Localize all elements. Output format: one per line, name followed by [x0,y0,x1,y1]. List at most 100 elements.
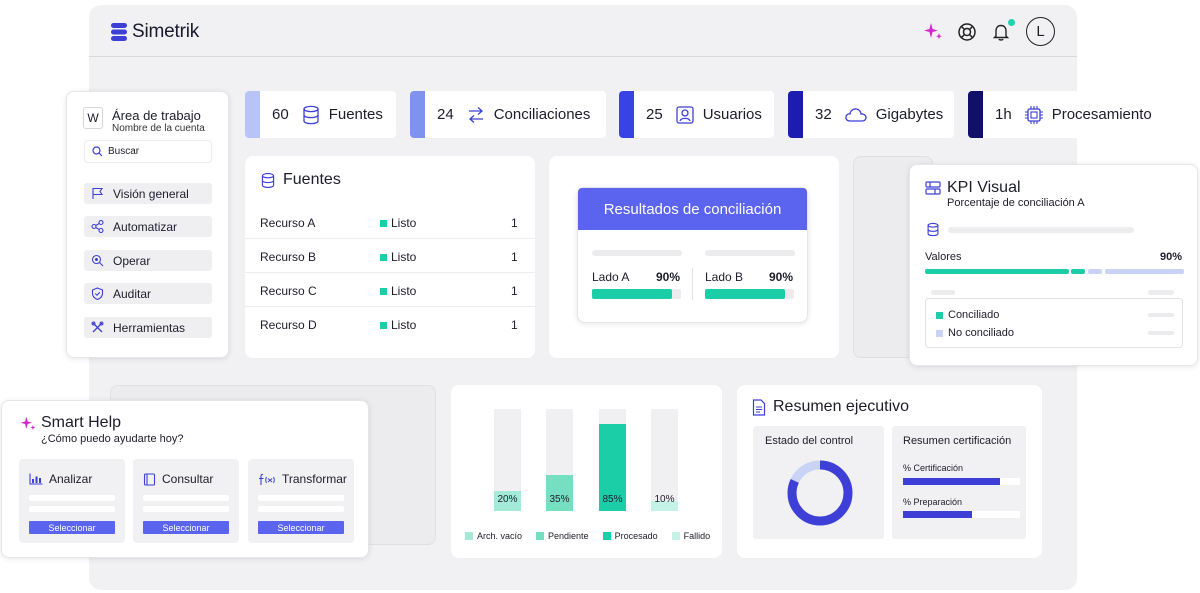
workspace-subtitle: Nombre de la cuenta [112,123,205,134]
bar-track: 10% [651,409,678,511]
legend-label: Fallido [683,531,711,541]
help-card-label: Analizar [49,472,93,486]
sidebar-item-automatizar[interactable]: Automatizar [84,216,212,237]
simetrik-logo-icon [111,23,127,41]
kpi-bar-segment [1088,269,1102,274]
stat-card-fuentes[interactable]: 60 Fuentes [245,91,396,138]
side-b-progress [705,289,794,299]
stat-value: 24 [437,106,454,123]
status-square [380,321,387,329]
legend-swatch [936,311,943,319]
arrows-icon [468,106,483,123]
cert-title: Resumen certificación [903,435,1012,447]
bar[interactable] [494,490,521,511]
bar-track: 85% [599,409,626,511]
workspace-title[interactable]: Área de trabajo [112,108,201,123]
status-badge: Listo [380,216,416,230]
chart-legend: Arch. vacío Pendiente Procesado Fallido [465,531,710,541]
sparkle-icon[interactable] [922,21,944,43]
sparkle-icon [20,416,36,431]
row-name: Recurso D [260,318,317,332]
stat-accent-bar [619,91,634,138]
donut-arc [787,460,853,526]
top-icons: L [922,17,1055,46]
flag-icon [92,187,104,199]
sidebar-item-auditar[interactable]: Auditar [84,283,212,304]
kpi-subtitle: Porcentaje de conciliación A [947,197,1085,209]
logo-text: Simetrik [132,21,200,42]
user-icon [676,105,694,124]
sidebar-item-label: Auditar [113,286,152,301]
status-square [380,253,387,261]
logo[interactable]: Simetrik [111,21,199,43]
status-square [380,287,387,295]
share-nodes-icon [91,220,104,233]
stat-card-procesamiento[interactable]: 1h Procesamiento [968,91,1159,138]
magnifier-icon [91,254,104,267]
table-row[interactable]: Recurso D Listo 1 [245,308,535,341]
table-row[interactable]: Recurso C Listo 1 [245,274,535,307]
prep-progress [903,511,1020,518]
status-bar-chart: 20% 35% 85% 10% Arch. vacío Pendiente Procesa… [451,385,722,558]
status-square [380,219,387,227]
sidebar-item-label: Automatizar [113,219,178,234]
lifebuoy-icon[interactable] [956,21,978,43]
bar[interactable] [546,475,573,511]
resumen-title: Resumen ejecutivo [752,398,909,416]
help-card-transformar[interactable]: Transformar Seleccionar [248,459,354,543]
bar[interactable] [651,500,678,511]
side-a-value: 90% [656,270,681,284]
legend-no-conciliado: No conciliado [936,327,1014,339]
stat-accent-bar [968,91,983,138]
fuentes-panel: Fuentes Recurso A Listo 1 Recurso B List… [245,156,535,358]
notification-dot [1008,18,1015,26]
avatar[interactable]: L [1026,17,1055,46]
side-a-label: Lado A [592,270,630,284]
stat-card-conciliaciones[interactable]: 24 Conciliaciones [410,91,606,138]
legend-item: Procesado [602,531,658,541]
table-row[interactable]: Recurso A Listo 1 [245,206,535,239]
control-donut [787,460,853,526]
stat-card-usuarios[interactable]: 25 Usuarios [619,91,774,138]
database-icon [927,222,939,237]
sidebar-item-herramientas[interactable]: Herramientas [84,317,212,338]
workspace-avatar: W [83,107,103,129]
placeholder-line [948,227,1134,233]
prep-label: % Preparación [903,497,963,507]
bell-icon[interactable] [990,18,1015,43]
table-row[interactable]: Recurso B Listo 1 [245,240,535,273]
stat-label: Fuentes [328,106,383,123]
kpi-toggle-icon [925,181,941,195]
search-input[interactable]: Buscar [84,140,212,163]
select-button[interactable]: Seleccionar [143,521,229,534]
kpi-values-label: Valores [925,251,962,263]
kpi-title: KPI Visual [947,179,1021,196]
status-badge: Listo [380,250,416,264]
divider [692,268,693,300]
placeholder-line [931,290,955,295]
cert-progress-fill [903,478,1001,485]
legend-item: Arch. vacío [465,531,522,541]
kpi-legend-box: Conciliado No conciliado [925,290,1183,348]
cert-label: % Certificación [903,463,964,473]
resumen-title-text: Resumen ejecutivo [773,398,910,415]
select-button[interactable]: Seleccionar [258,521,344,534]
sidebar-item-operar[interactable]: Operar [84,250,212,271]
help-card-analizar[interactable]: Analizar Seleccionar [19,459,125,543]
estado-control-card: Estado del control [753,426,884,539]
smart-help-panel: Smart Help ¿Cómo puedo ayudarte hoy? Ana… [1,400,369,558]
stat-label: Conciliaciones [493,106,591,123]
placeholder-line [258,495,344,501]
help-card-consultar[interactable]: Consultar Seleccionar [133,459,239,543]
stat-accent-bar [245,91,260,138]
bar[interactable] [599,424,626,511]
database-icon [303,105,319,124]
stat-card-gigabytes[interactable]: 32 Gigabytes [788,91,954,138]
status-text: Listo [391,216,417,230]
legend-conciliado: Conciliado [936,309,999,321]
sidebar-item-vision-general[interactable]: Visión general [84,183,212,204]
select-button[interactable]: Seleccionar [29,521,115,534]
chart-icon [29,473,43,485]
bar-value-label: 35% [549,494,570,505]
status-text: Listo [391,318,417,332]
